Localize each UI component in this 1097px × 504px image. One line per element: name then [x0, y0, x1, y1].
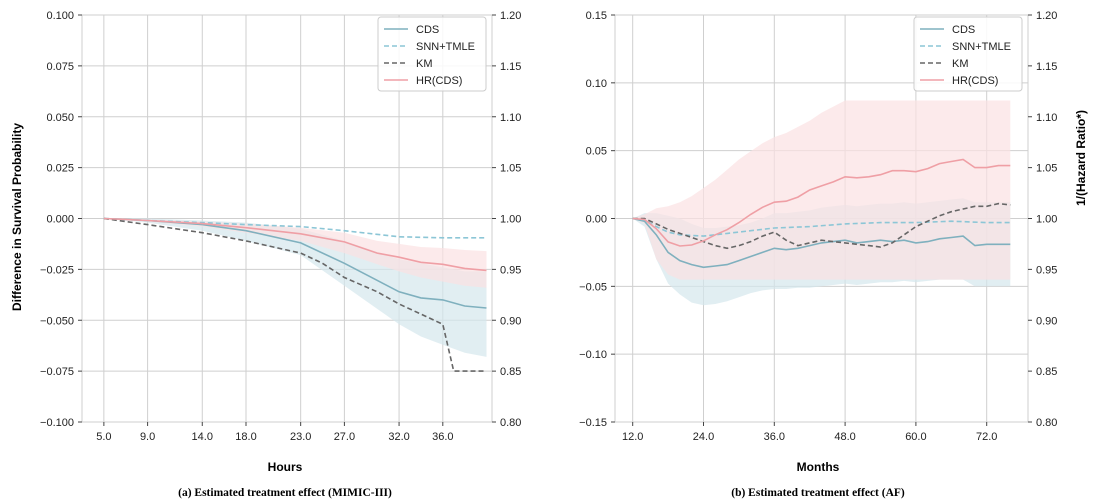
y-tick-label: 0.025 [46, 163, 74, 175]
legend-label: HR(CDS) [416, 75, 462, 87]
legend-box [377, 16, 487, 92]
left-y-tick-labels: −0.100 −0.075 −0.050 −0.025 0.000 0.025 0.050 0… [40, 10, 82, 429]
x-axis-label: Hours [268, 460, 303, 474]
y2-tick-label: 0.95 [1036, 264, 1057, 276]
y-tick-label: −0.10 [579, 349, 607, 361]
series-line-hr-cds- [632, 158, 1011, 247]
x-tick-labels: 12.0 24.0 36.0 48.0 60.0 72.0 [622, 422, 997, 443]
x-tick-labels: 5.0 9.0 14.0 18.0 23.0 27.0 32.0 36.0 [96, 422, 454, 443]
series-line-hr-cds- [103, 217, 487, 272]
y2-tick-label: 1.10 [1036, 112, 1057, 124]
y-tick-label: −0.05 [579, 281, 607, 293]
legend-label: SNN+TMLE [416, 41, 475, 53]
y2-tick-label: 1.15 [1036, 61, 1057, 73]
series-line-cds [632, 217, 1011, 269]
series-lines [103, 217, 487, 372]
x-tick-label: 24.0 [693, 431, 714, 443]
confidence-bands [632, 100, 1011, 306]
x-tick-label: 48.0 [834, 431, 855, 443]
y2-tick-label: 1.05 [1036, 163, 1057, 175]
y2-tick-label: 0.95 [500, 264, 521, 276]
band-cds [103, 218, 487, 357]
figure-caption: (a) Estimated treatment effect (MIMIC-II… [178, 487, 392, 499]
y-tick-label: 0.05 [586, 146, 607, 158]
y-tick-label: 0.00 [586, 214, 607, 226]
x-tick-label: 60.0 [905, 431, 926, 443]
left-y-axis-label: Difference in Survival Probability [10, 123, 24, 311]
x-tick-label: 12.0 [622, 431, 643, 443]
y-tick-label: 0.000 [46, 214, 74, 226]
x-tick-label: 5.0 [96, 431, 111, 443]
y-tick-label: −0.050 [40, 315, 74, 327]
band-hr-cds- [103, 218, 487, 288]
x-tick-label: 32.0 [388, 431, 409, 443]
right-y-tick-labels: 0.80 0.85 0.90 0.95 1.00 1.05 1.10 1.15 1.20 [1028, 10, 1057, 429]
right-y-axis-label: 1/(Hazard Ratio*) [1074, 110, 1088, 206]
y-tick-label: −0.075 [40, 366, 74, 378]
chart-panel-af: 12.0 24.0 36.0 48.0 60.0 72.0 −0.15 −0.10 −0.05… [579, 10, 1057, 499]
y-tick-label: 0.050 [46, 112, 74, 124]
legend-box [913, 16, 1023, 92]
y2-tick-label: 0.85 [1036, 366, 1057, 378]
series-line-snn-tmle [103, 217, 487, 239]
x-tick-label: 36.0 [764, 431, 785, 443]
y-tick-label: −0.025 [40, 264, 74, 276]
y2-tick-label: 1.00 [500, 214, 521, 226]
y2-tick-label: 1.05 [500, 163, 521, 175]
right-y-tick-labels: 0.80 0.85 0.90 0.95 1.00 1.05 1.10 1.15 1.20 [492, 10, 521, 429]
y2-tick-label: 0.90 [1036, 315, 1057, 327]
legend: CDS SNN+TMLE KM HR(CDS) [913, 16, 1023, 92]
y2-tick-label: 1.15 [500, 61, 521, 73]
legend-label: SNN+TMLE [952, 41, 1011, 53]
x-tick-label: 27.0 [334, 431, 355, 443]
y-tick-label: 0.15 [586, 10, 607, 22]
chart-panel-mimic: 5.0 9.0 14.0 18.0 23.0 27.0 32.0 36.0 −0.100−0.… [40, 10, 521, 499]
y-tick-label: −0.100 [40, 417, 74, 429]
figure-caption: (b) Estimated treatment effect (AF) [731, 487, 905, 499]
x-axis-label: Months [797, 460, 840, 474]
legend: CDS SNN+TMLE KM HR(CDS) [377, 16, 487, 92]
legend-label: CDS [952, 24, 975, 36]
y2-tick-label: 0.90 [500, 315, 521, 327]
y-tick-label: −0.15 [579, 417, 607, 429]
series-lines [632, 158, 1011, 269]
y2-tick-label: 1.20 [500, 10, 521, 22]
y2-tick-label: 0.80 [500, 417, 521, 429]
legend-label: KM [952, 58, 969, 70]
x-tick-label: 14.0 [192, 431, 213, 443]
x-tick-label: 36.0 [432, 431, 453, 443]
legend-label: HR(CDS) [952, 75, 998, 87]
series-line-km [103, 217, 487, 372]
left-y-tick-labels: −0.15 −0.10 −0.05 0.00 0.05 0.10 0.15 [579, 10, 615, 429]
y2-tick-label: 1.20 [1036, 10, 1057, 22]
y2-tick-label: 0.80 [1036, 417, 1057, 429]
legend-label: CDS [416, 24, 439, 36]
y-tick-label: 0.10 [586, 78, 607, 90]
y2-tick-label: 1.00 [1036, 214, 1057, 226]
series-line-km [632, 202, 1011, 250]
y-tick-label: 0.100 [46, 10, 74, 22]
x-tick-label: 9.0 [140, 431, 155, 443]
x-tick-label: 23.0 [290, 431, 311, 443]
x-tick-label: 18.0 [235, 431, 256, 443]
legend-label: KM [416, 58, 433, 70]
y2-tick-label: 0.85 [500, 366, 521, 378]
band-hr-cds- [632, 100, 1011, 280]
y-tick-label: 0.075 [46, 61, 74, 73]
confidence-bands [103, 218, 487, 357]
series-line-snn-tmle [632, 217, 1011, 237]
x-tick-label: 72.0 [976, 431, 997, 443]
y2-tick-label: 1.10 [500, 112, 521, 124]
